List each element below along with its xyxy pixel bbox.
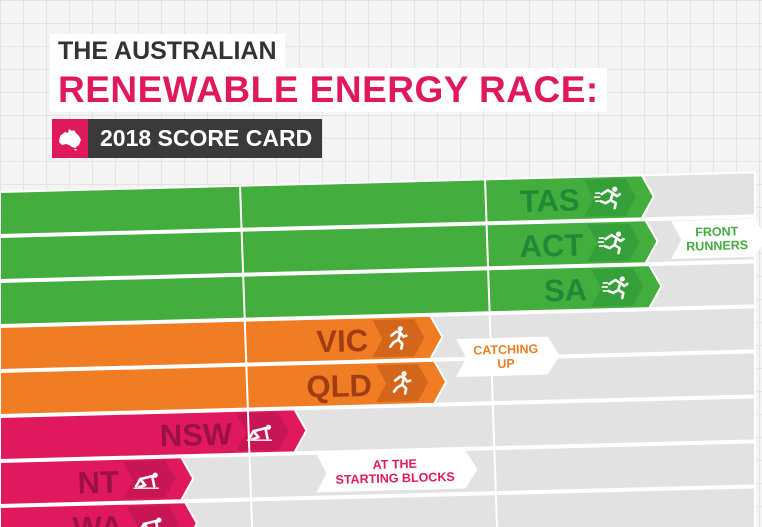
group-tag-bg bbox=[456, 336, 560, 377]
crouching-start-icon bbox=[246, 424, 273, 441]
australia-map-icon bbox=[52, 119, 88, 158]
group-label-line: RUNNERS bbox=[686, 238, 748, 254]
group-label-line: AT THE bbox=[372, 457, 417, 472]
state-label-vic: VIC bbox=[316, 323, 369, 359]
state-label-sa: SA bbox=[544, 272, 588, 308]
group-label-0: FRONTRUNNERS bbox=[686, 224, 749, 254]
bar-vic bbox=[0, 314, 444, 372]
runner-icon bbox=[392, 370, 412, 395]
group-label-line: STARTING BLOCKS bbox=[335, 470, 455, 487]
bar-wa bbox=[0, 501, 199, 527]
state-label-act: ACT bbox=[519, 227, 584, 264]
sprinter-icon bbox=[601, 276, 629, 300]
group-label-line: UP bbox=[497, 357, 515, 371]
subtitle: 2018 SCORE CARD bbox=[88, 119, 323, 158]
group-tag-0: FRONTRUNNERS bbox=[671, 218, 762, 259]
bar-nt bbox=[0, 456, 195, 507]
sprinter-icon bbox=[597, 231, 625, 255]
labels: TAS ACT SA VIC QLD NSW NT WA FRONTRUNNERS CATCHIN… bbox=[72, 182, 762, 527]
group-tag-2: AT THESTARTING BLOCKS bbox=[316, 450, 478, 493]
group-label-line: CATCHING bbox=[473, 342, 538, 358]
group-label-line: FRONT bbox=[695, 224, 739, 239]
title-line-2: RENEWABLE ENERGY RACE: bbox=[50, 68, 607, 112]
group-tag-bg bbox=[671, 218, 762, 259]
bar-nsw bbox=[0, 408, 308, 462]
icon-badge-nt bbox=[123, 460, 176, 499]
group-tag-1: CATCHINGUP bbox=[456, 336, 560, 377]
sprinter-icon bbox=[593, 186, 622, 210]
icon-badge-sa bbox=[591, 268, 644, 307]
bar-qld bbox=[0, 359, 448, 417]
state-label-tas: TAS bbox=[519, 182, 580, 219]
icon-badge-wa bbox=[126, 505, 179, 527]
bar-tas bbox=[0, 174, 655, 237]
bar-sa bbox=[0, 264, 663, 327]
state-label-nt: NT bbox=[77, 464, 119, 500]
title-line-1: THE AUSTRALIAN bbox=[50, 34, 285, 68]
crouching-start-icon bbox=[140, 517, 162, 527]
runner-icon bbox=[389, 326, 408, 350]
state-label-qld: QLD bbox=[306, 368, 372, 405]
subtitle-banner: 2018 SCORE CARD bbox=[52, 119, 323, 158]
crouching-start-icon bbox=[133, 472, 159, 489]
grid-line bbox=[239, 184, 253, 527]
group-label-2: AT THESTARTING BLOCKS bbox=[335, 456, 455, 487]
group-label-1: CATCHINGUP bbox=[473, 342, 539, 372]
bars bbox=[0, 174, 663, 527]
icon-badge-act bbox=[587, 223, 640, 262]
bar-act bbox=[0, 219, 659, 282]
icon-badge-tas bbox=[583, 178, 636, 217]
group-tag-bg bbox=[316, 450, 478, 493]
state-label-wa: WA bbox=[72, 509, 123, 527]
state-label-nsw: NSW bbox=[159, 416, 233, 453]
